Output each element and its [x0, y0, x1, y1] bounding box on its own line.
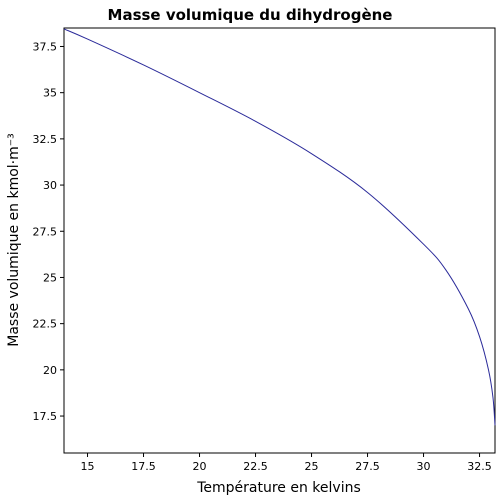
y-tick-label: 20 [43, 364, 57, 377]
y-tick-label: 35 [43, 87, 57, 100]
y-tick-label: 22.5 [33, 318, 58, 331]
y-tick-label: 27.5 [33, 225, 58, 238]
x-tick-label: 22.5 [243, 460, 268, 473]
y-ticks: 17.5 20 22.5 25 27.5 30 32.5 35 37.5 [33, 40, 64, 423]
x-tick-label: 17.5 [131, 460, 156, 473]
plot-frame [63, 27, 496, 454]
x-tick-label: 20 [193, 460, 207, 473]
y-tick-label: 32.5 [33, 133, 58, 146]
y-tick-label: 37.5 [33, 40, 58, 53]
series-line [63, 28, 496, 426]
chart-title: Masse volumique du dihydrogène [108, 6, 393, 24]
y-axis-title: Masse volumique en kmol·m⁻³ [6, 133, 22, 347]
x-tick-label: 25 [305, 460, 319, 473]
x-tick-label: 32.5 [467, 460, 492, 473]
y-tick-label: 30 [43, 179, 57, 192]
x-tick-label: 15 [81, 460, 95, 473]
y-tick-label: 17.5 [33, 410, 58, 423]
x-axis-title: Température en kelvins [196, 480, 361, 496]
x-ticks: 15 17.5 20 22.5 25 27.5 30 32.5 [81, 453, 492, 473]
x-tick-label: 30 [417, 460, 431, 473]
y-tick-label: 25 [43, 271, 57, 284]
x-tick-label: 27.5 [355, 460, 380, 473]
series-group [63, 28, 496, 426]
